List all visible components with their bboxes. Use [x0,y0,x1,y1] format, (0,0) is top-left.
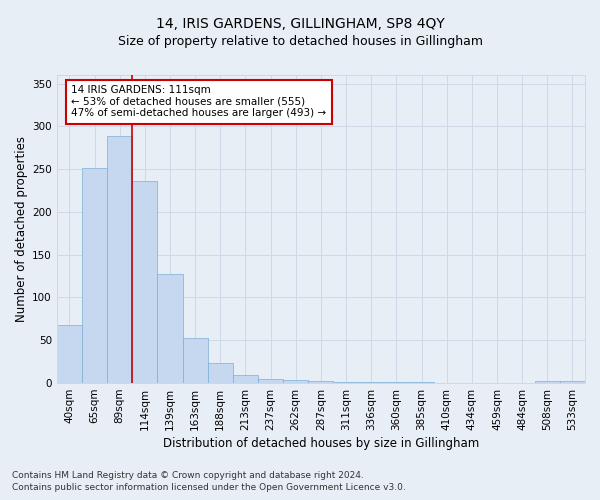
X-axis label: Distribution of detached houses by size in Gillingham: Distribution of detached houses by size … [163,437,479,450]
Bar [359,382,384,383]
Bar [233,376,258,383]
Bar [535,380,560,383]
Text: 14, IRIS GARDENS, GILLINGHAM, SP8 4QY: 14, IRIS GARDENS, GILLINGHAM, SP8 4QY [155,18,445,32]
Bar [409,382,434,383]
Text: Contains HM Land Registry data © Crown copyright and database right 2024.: Contains HM Land Registry data © Crown c… [12,471,364,480]
Bar [57,325,82,383]
Bar [308,382,334,383]
Text: Contains public sector information licensed under the Open Government Licence v3: Contains public sector information licen… [12,484,406,492]
Bar [384,382,409,383]
Bar [157,274,182,383]
Bar [182,338,208,383]
Bar [560,382,585,383]
Bar [132,181,157,383]
Bar [208,362,233,383]
Bar [283,380,308,383]
Bar [334,382,359,383]
Y-axis label: Number of detached properties: Number of detached properties [15,136,28,322]
Bar [107,136,132,383]
Text: 14 IRIS GARDENS: 111sqm
← 53% of detached houses are smaller (555)
47% of semi-d: 14 IRIS GARDENS: 111sqm ← 53% of detache… [71,86,326,118]
Bar [82,168,107,383]
Bar [258,379,283,383]
Text: Size of property relative to detached houses in Gillingham: Size of property relative to detached ho… [118,35,482,48]
